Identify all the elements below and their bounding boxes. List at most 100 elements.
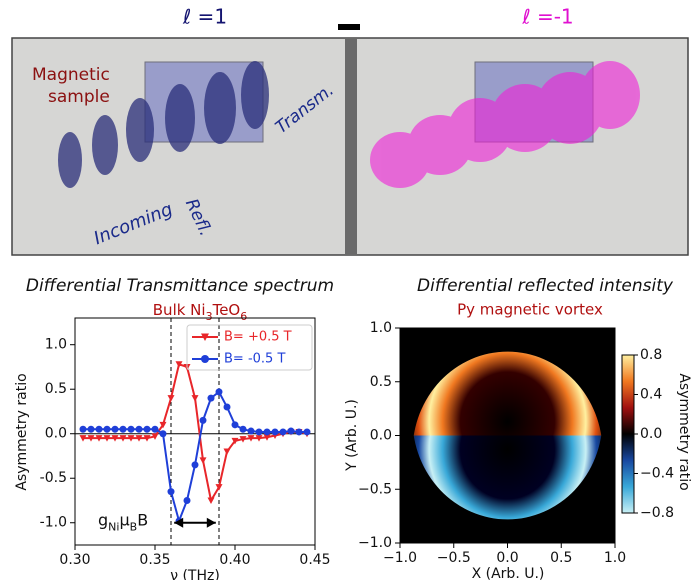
data-point <box>199 416 207 424</box>
data-point <box>103 425 111 433</box>
heatmap-negative <box>413 435 602 520</box>
x-tick-label: −0.5 <box>437 550 471 566</box>
data-point <box>207 394 215 402</box>
data-point <box>263 434 271 441</box>
colorbar-tick-label: −0.4 <box>640 466 674 482</box>
data-point <box>279 428 287 436</box>
y-tick-label: −1.0 <box>358 535 392 551</box>
heatmap-positive <box>413 351 602 436</box>
data-point <box>95 425 103 433</box>
data-point <box>223 403 231 411</box>
data-point <box>183 496 191 504</box>
y-tick-label: 0.0 <box>370 428 392 444</box>
chart-title: Differential Transmittance spectrum <box>26 276 334 296</box>
x-axis-label: X (Arb. U.) <box>472 566 545 580</box>
data-point <box>87 425 95 433</box>
annotation-part: μ <box>119 510 129 529</box>
data-point <box>127 435 135 442</box>
legend-frame <box>186 324 313 371</box>
legend-label: B= -0.5 T <box>224 352 285 367</box>
sample-label: sample <box>48 87 110 107</box>
y-axis-label: Asymmetry ratio <box>14 373 30 490</box>
colorbar-tick-label: 0.0 <box>640 426 662 442</box>
data-point <box>239 436 247 443</box>
y-axis-label: Y (Arb. U.) <box>344 399 360 472</box>
data-point <box>135 435 143 442</box>
data-point <box>143 425 151 433</box>
data-point <box>199 457 207 464</box>
data-point <box>207 497 215 504</box>
data-point <box>255 428 263 436</box>
sample-label: Magnetic <box>32 65 110 85</box>
data-line <box>83 390 307 525</box>
data-point <box>231 421 239 429</box>
colorbar-tick-label: −0.8 <box>640 505 674 521</box>
minus-sign <box>338 24 360 30</box>
data-point <box>95 435 103 442</box>
colorbar-tick-label: 0.4 <box>640 387 662 403</box>
data-point <box>119 435 127 442</box>
data-point <box>119 425 127 433</box>
oam-label: ℓ =1 <box>182 5 227 29</box>
data-point <box>87 435 95 442</box>
x-tick-label: 0.0 <box>496 550 518 566</box>
data-point <box>111 425 119 433</box>
x-tick-label: 0.45 <box>299 552 330 568</box>
arrow-head <box>174 517 184 528</box>
data-point <box>167 488 175 496</box>
legend-marker <box>201 333 209 341</box>
data-point <box>159 421 167 429</box>
annotation-part: B <box>137 510 148 529</box>
data-point <box>247 427 255 435</box>
chart-subtitle: Py magnetic vortex <box>457 301 603 319</box>
annotation-part: B <box>130 520 138 533</box>
vortex-beam <box>58 61 269 188</box>
y-tick-label: -1.0 <box>40 515 67 531</box>
data-point <box>231 437 239 445</box>
data-point <box>167 395 175 402</box>
data-point <box>79 425 87 433</box>
colorbar-tick-label: 0.8 <box>640 347 662 363</box>
y-tick-label: 0.5 <box>45 381 67 397</box>
chart-title: Differential reflected intensity <box>417 276 674 296</box>
data-point <box>215 388 223 396</box>
colorbar-label: Asymmetry ratio <box>676 373 692 490</box>
x-tick-label: 0.40 <box>219 552 250 568</box>
x-tick-label: 0.5 <box>550 550 572 566</box>
oam-label: ℓ =-1 <box>521 5 573 29</box>
x-tick-label: 1.0 <box>604 550 626 566</box>
y-tick-label: −0.5 <box>358 481 392 497</box>
data-point <box>247 435 255 442</box>
data-point <box>111 435 119 442</box>
data-point <box>271 428 279 436</box>
data-point <box>143 435 151 442</box>
x-tick-label: −1.0 <box>383 550 417 566</box>
data-point <box>295 428 303 436</box>
chart-subtitle-part: Bulk Ni <box>153 301 206 319</box>
y-tick-label: 1.0 <box>45 337 67 353</box>
annotation-part: g <box>98 510 108 529</box>
data-point <box>215 484 223 491</box>
data-point <box>303 428 311 436</box>
data-point <box>151 433 159 440</box>
data-point <box>223 448 231 456</box>
data-point <box>159 430 167 438</box>
data-point <box>127 425 135 433</box>
vortex-beam <box>370 61 640 188</box>
data-point <box>239 425 247 433</box>
data-point <box>175 361 183 368</box>
x-axis-label: ν (THz) <box>170 568 220 580</box>
chart-subtitle-part: TeO <box>212 301 241 319</box>
y-tick-label: -0.5 <box>40 470 67 486</box>
arrow-head <box>206 517 216 528</box>
chart-subtitle: Bulk Ni3TeO6 <box>153 301 247 323</box>
data-point <box>287 427 295 435</box>
y-tick-label: 1.0 <box>370 320 392 336</box>
chart-subtitle-part: 6 <box>240 310 247 323</box>
data-point <box>263 428 271 436</box>
divider <box>345 38 357 255</box>
legend-marker <box>201 355 209 363</box>
chart-subtitle-part: 3 <box>206 310 213 323</box>
plot-frame <box>74 317 316 546</box>
